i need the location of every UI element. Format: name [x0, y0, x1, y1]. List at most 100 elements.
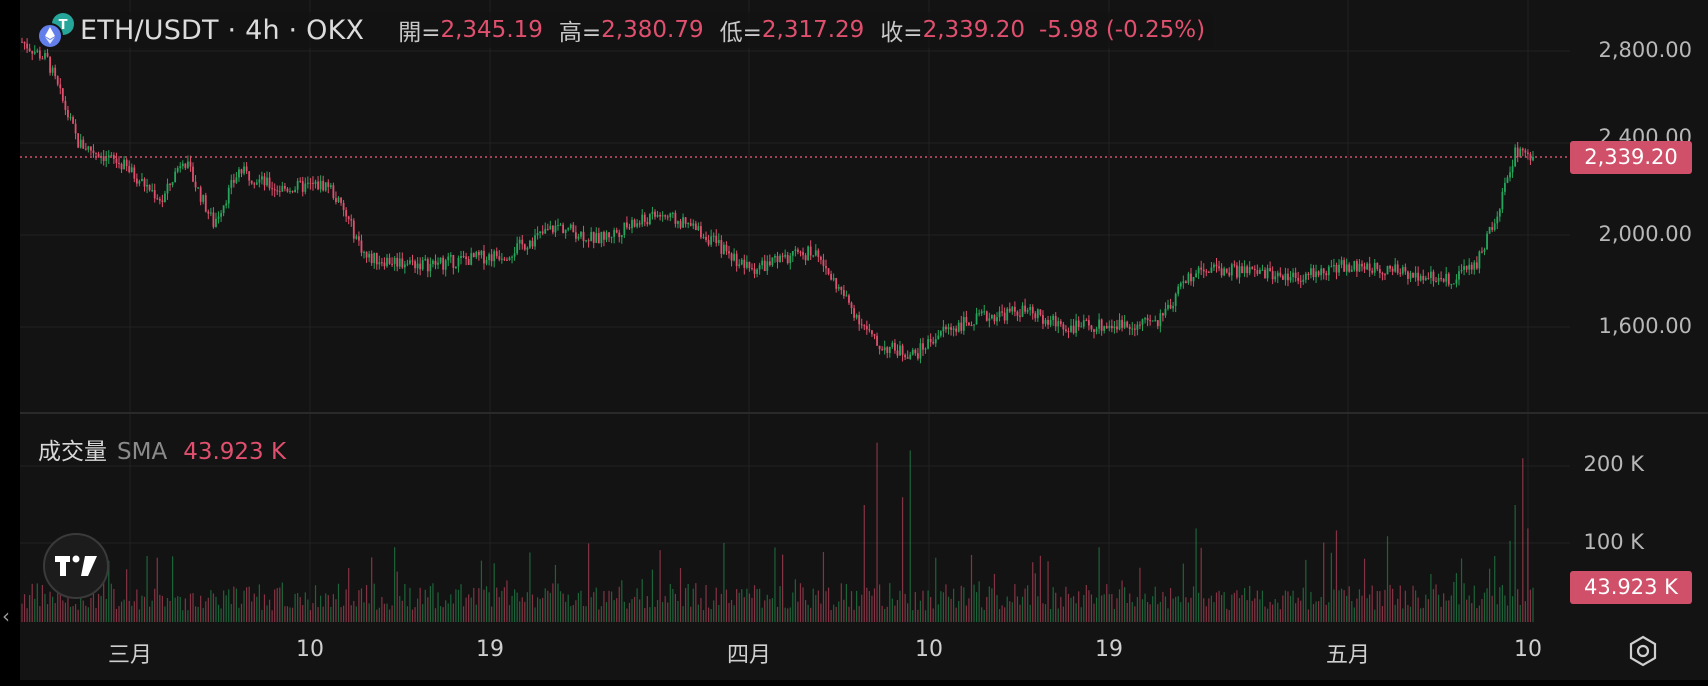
volume-bar [136, 589, 138, 622]
candle-body [444, 260, 447, 270]
volume-bar [733, 605, 735, 622]
volume-bar [600, 606, 602, 622]
volume-bar [667, 602, 669, 622]
volume-bar [598, 609, 600, 622]
volume-bar [110, 583, 112, 622]
volume-bar [720, 593, 722, 622]
candle-body [712, 235, 715, 237]
candle-body [261, 176, 263, 180]
candle-body [506, 259, 508, 261]
candle-body [1207, 271, 1210, 273]
volume-bar [552, 583, 554, 622]
volume-bar [291, 607, 294, 622]
candle-body [164, 193, 166, 203]
candle-body [411, 260, 414, 262]
volume-bar [154, 588, 156, 622]
candle-body [564, 229, 567, 234]
candle-body [375, 252, 378, 265]
candle-body [608, 232, 610, 238]
volume-bar [386, 603, 388, 622]
volume-bar [766, 594, 768, 622]
volume-bar [1379, 591, 1381, 622]
candle-body [1355, 261, 1358, 272]
volume-bar [988, 586, 990, 622]
volume-bar [256, 596, 258, 622]
volume-bar [575, 600, 577, 622]
volume-bar [815, 595, 817, 622]
volume-bar [1159, 601, 1161, 622]
candle-body [1338, 264, 1340, 273]
volume-bar [1195, 528, 1197, 622]
candle-body [1455, 279, 1458, 284]
candle-body [587, 240, 590, 242]
candle-body [1460, 269, 1463, 272]
candle-body [1093, 329, 1095, 332]
volume-bar [1478, 605, 1481, 622]
candle-body [1021, 305, 1024, 317]
time-axis-label: 10 [296, 637, 324, 662]
candle-body [503, 258, 506, 260]
volume-bar [1065, 586, 1067, 622]
candle-body [324, 182, 327, 191]
candle-body [207, 211, 210, 214]
volume-bar [90, 597, 92, 622]
volume-bar [894, 605, 896, 622]
candle-body [1139, 324, 1141, 326]
volume-bar [246, 587, 248, 622]
volume-bar [1320, 596, 1322, 622]
volume-bar [1307, 609, 1309, 622]
volume-bar [1072, 596, 1075, 622]
candle-body [761, 260, 764, 266]
candle-body [465, 256, 468, 260]
symbol-title[interactable]: ETH/USDT · 4h · OKX [80, 14, 365, 46]
candle-body [786, 254, 789, 264]
candle-body [603, 231, 605, 240]
candle-body [679, 221, 682, 228]
volume-bar [151, 600, 153, 622]
volume-bar [654, 606, 656, 622]
candle-body [143, 178, 146, 187]
volume-bar [363, 602, 365, 622]
candle-body [184, 163, 187, 168]
candle-body [1197, 267, 1200, 274]
candle-body [51, 67, 54, 73]
chevron-left-icon[interactable]: ‹ [2, 604, 10, 628]
volume-bar [901, 497, 904, 622]
volume-bar [171, 556, 174, 622]
candle-body [1118, 319, 1121, 330]
volume-bar [917, 609, 919, 622]
candle-body [44, 53, 46, 59]
volume-bar [1473, 585, 1475, 622]
candle-body [67, 109, 69, 118]
volume-bar [1468, 595, 1470, 622]
volume-bar [253, 593, 255, 622]
volume-bar [223, 590, 225, 622]
volume-bar [616, 598, 618, 622]
candle-body [804, 255, 807, 261]
candle-body [1279, 272, 1282, 276]
candle-body [631, 219, 633, 229]
candle-body [766, 261, 769, 271]
candle-body [452, 255, 455, 268]
volume-legend[interactable]: 成交量 SMA 43.923 K [38, 432, 286, 466]
volume-bar [595, 587, 597, 622]
volume-bar [710, 609, 712, 622]
volume-bar [491, 606, 493, 622]
volume-bar [1037, 596, 1039, 622]
volume-bar [468, 594, 470, 622]
candle-body [414, 261, 416, 269]
settings-gear-icon[interactable] [1626, 634, 1660, 668]
volume-bar [899, 590, 901, 622]
volume-bar [547, 590, 549, 622]
volume-bar [478, 588, 480, 622]
volume-bar [1218, 590, 1220, 622]
candle-body [1481, 251, 1483, 253]
symbol-header[interactable]: ETH/USDT · 4h · OKX 開= 2,345.19 高= 2,380.7… [80, 12, 1214, 48]
candle-body [1026, 310, 1029, 312]
volume-bar [1302, 587, 1304, 622]
candle-body [1116, 326, 1118, 330]
volume-bar [302, 605, 304, 622]
tradingview-logo-icon[interactable] [43, 533, 109, 599]
volume-bar [268, 599, 271, 622]
